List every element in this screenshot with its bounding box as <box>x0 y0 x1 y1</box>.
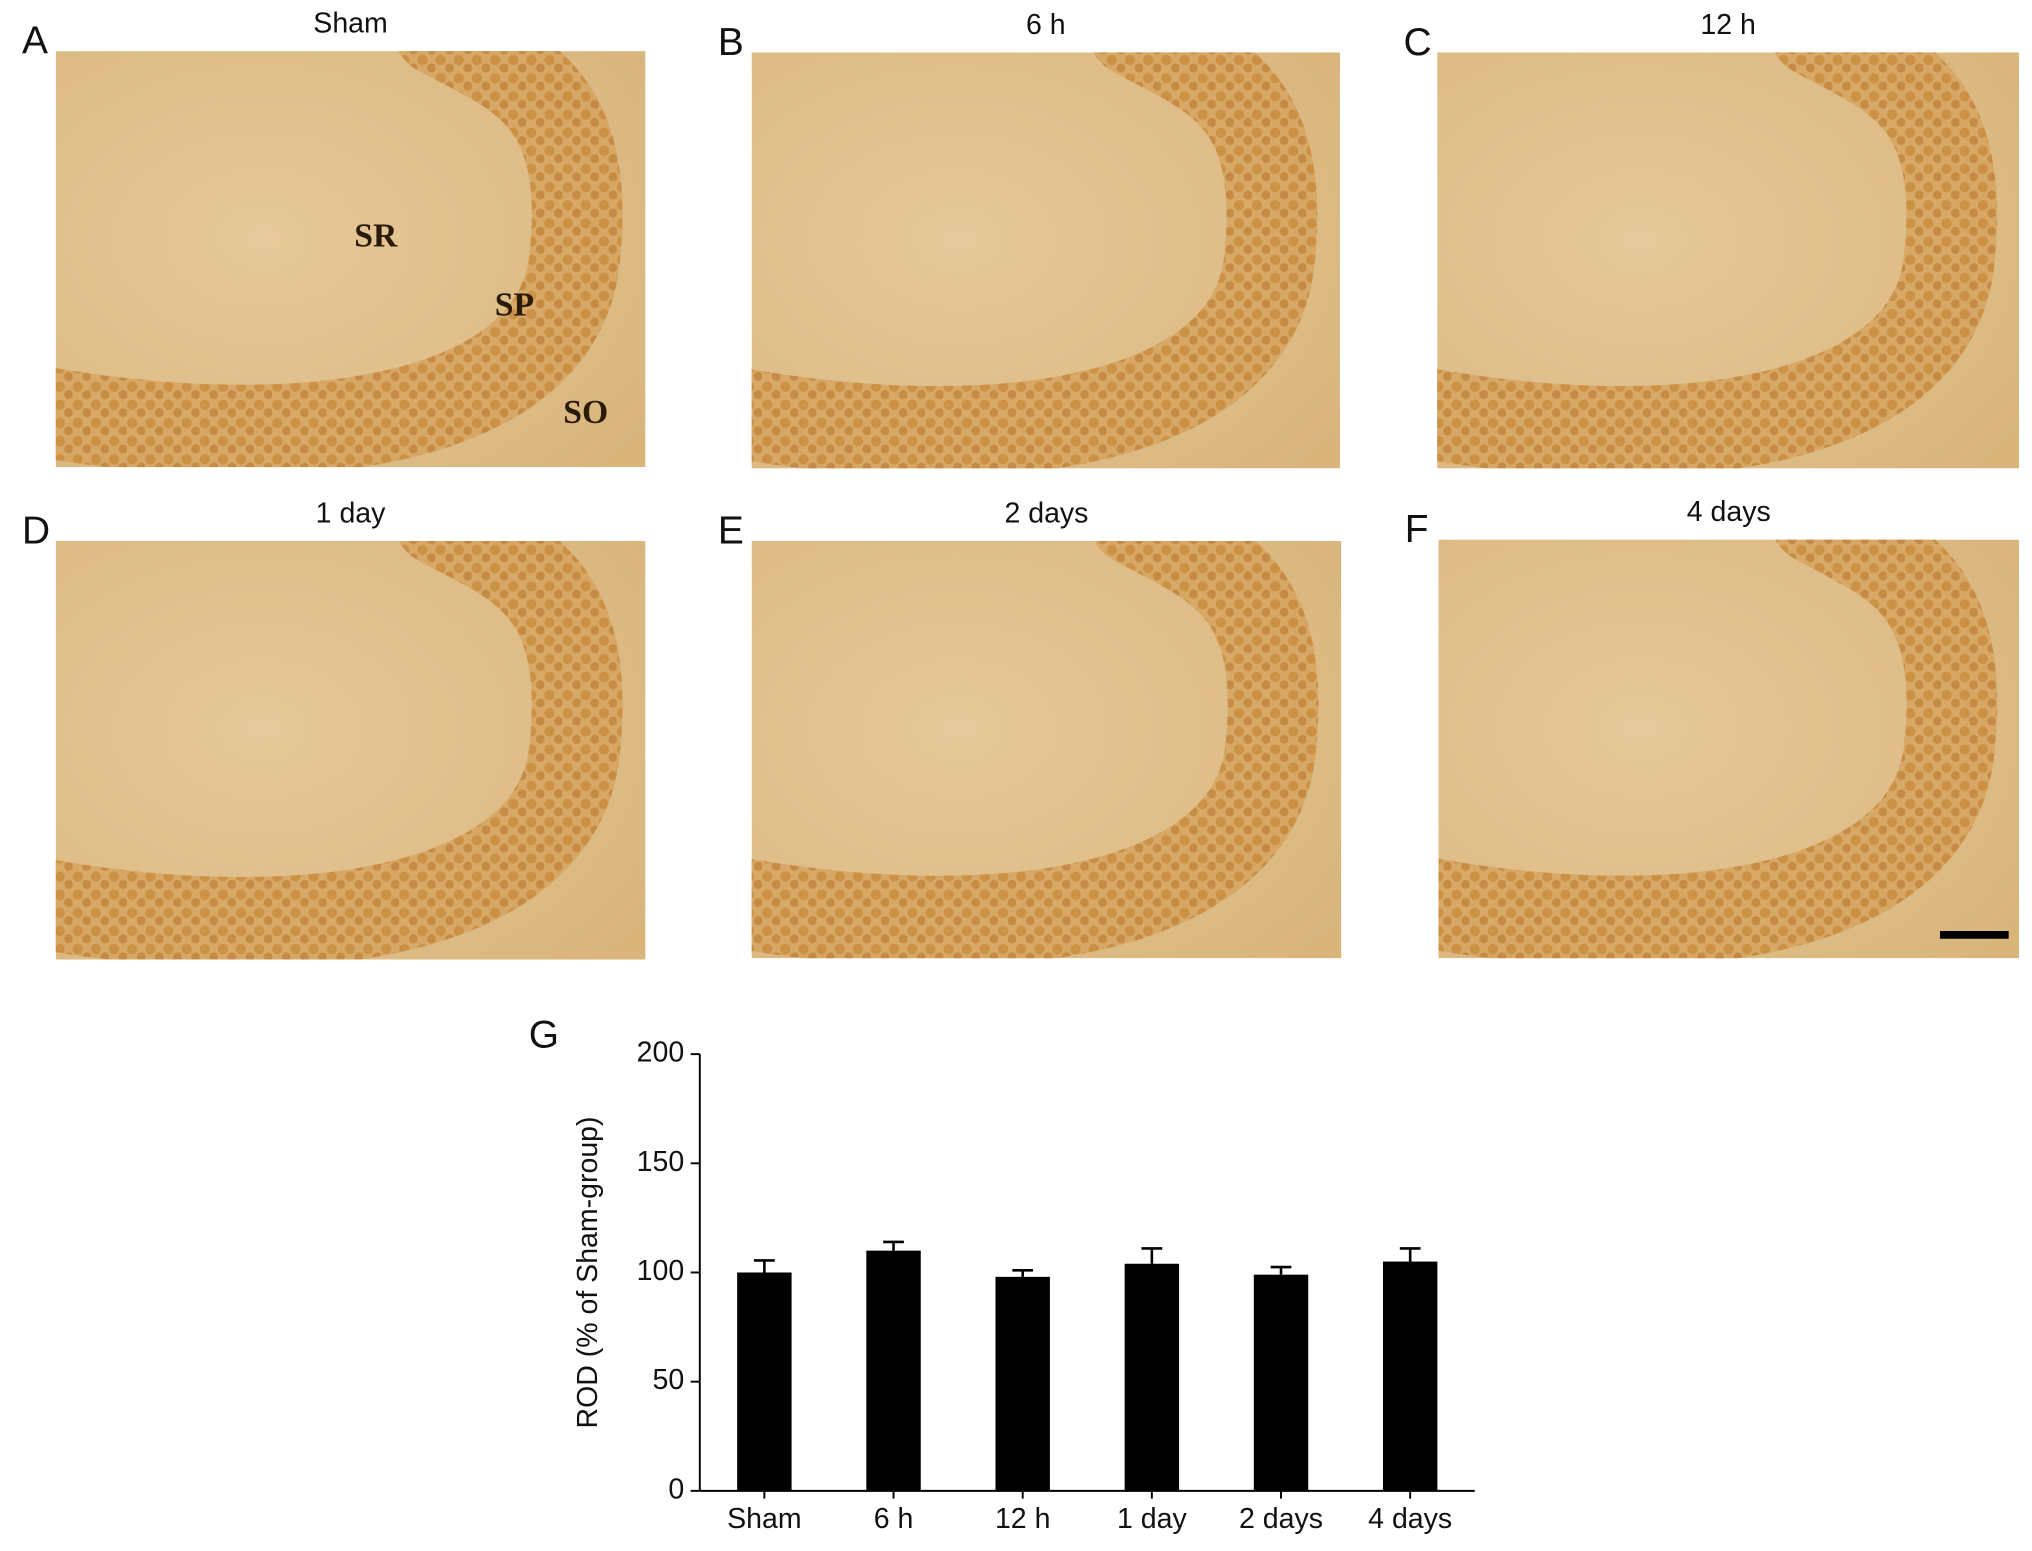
bar <box>995 1276 1050 1491</box>
micrograph <box>55 540 646 960</box>
y-tick-label: 150 <box>637 1146 685 1178</box>
cell-layer <box>55 540 623 960</box>
cell-layer <box>1438 539 1998 959</box>
error-bar <box>1399 1247 1421 1262</box>
bar <box>737 1272 792 1491</box>
micrograph <box>1437 52 2020 469</box>
panel-title: 12 h <box>1700 9 1755 41</box>
cell-layer <box>1437 52 1998 469</box>
x-tick-label: 2 days <box>1239 1503 1323 1535</box>
region-label: SP <box>495 286 534 323</box>
bar <box>866 1250 921 1491</box>
bar <box>1253 1274 1309 1491</box>
panel-title: 2 days <box>1004 498 1088 530</box>
x-tick-label: 1 day <box>1117 1503 1187 1535</box>
x-tick-label: Sham <box>727 1503 801 1535</box>
panel-letter: C <box>1403 21 1431 64</box>
micrograph <box>55 51 646 468</box>
error-bar <box>1141 1247 1163 1264</box>
micrograph <box>1438 539 2020 959</box>
x-tick-label: 12 h <box>995 1503 1050 1535</box>
error-bar <box>1012 1269 1034 1277</box>
panel-letter: D <box>22 509 50 552</box>
x-tick-label: 6 h <box>874 1503 914 1535</box>
y-axis-label: ROD (% of Sham-group) <box>572 1116 604 1428</box>
y-tick-label: 100 <box>637 1255 685 1287</box>
micrograph <box>751 52 1340 469</box>
panel-letter: G <box>529 1014 559 1057</box>
cell-layer <box>55 51 623 468</box>
panel-letter: A <box>22 20 48 63</box>
cell-layer <box>751 540 1319 959</box>
error-bar <box>754 1259 775 1273</box>
panel-letter: F <box>1405 508 1429 551</box>
cell-layer <box>751 52 1318 469</box>
panel-title: 6 h <box>1026 9 1066 41</box>
panel-letter: E <box>718 509 744 552</box>
y-tick-label: 0 <box>668 1473 684 1505</box>
x-tick-label: 4 days <box>1368 1503 1452 1535</box>
bar <box>1382 1261 1438 1491</box>
y-tick-label: 50 <box>653 1364 685 1396</box>
panel-title: Sham <box>313 8 387 40</box>
micrograph <box>751 540 1342 959</box>
y-tick-label: 200 <box>637 1037 685 1069</box>
region-label: SO <box>563 394 608 431</box>
panel-title: 4 days <box>1687 496 1771 528</box>
error-bar <box>883 1240 904 1251</box>
panel-title: 1 day <box>316 498 386 530</box>
panel-letter: B <box>718 21 744 64</box>
bar <box>1124 1263 1180 1491</box>
region-label: SR <box>354 218 398 255</box>
error-bar <box>1270 1265 1292 1275</box>
